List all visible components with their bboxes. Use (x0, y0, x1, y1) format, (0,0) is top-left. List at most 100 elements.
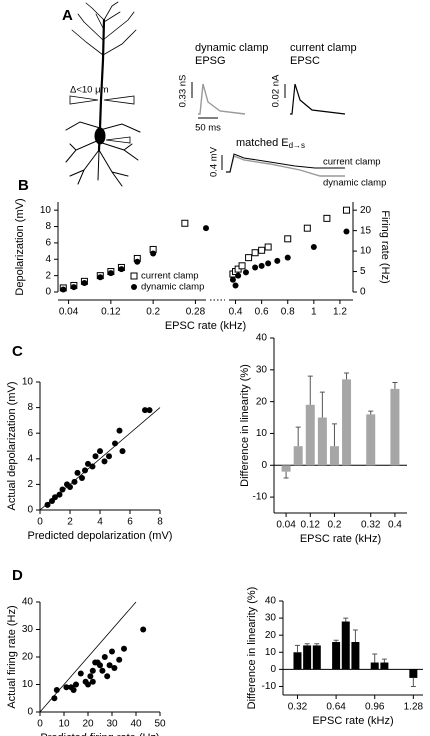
y-tick-label: 0 (270, 664, 276, 675)
point (251, 249, 259, 257)
y-tick-label: 0 (261, 460, 267, 471)
legend-label: dynamic clamp (141, 282, 204, 293)
bar (293, 446, 303, 466)
bar (293, 652, 302, 670)
point (252, 264, 259, 271)
point (264, 243, 272, 251)
x-tick-label: 0.64 (326, 702, 346, 713)
point (81, 280, 88, 286)
point (85, 681, 91, 688)
y2-axis-label: Firing rate (Hz) (379, 210, 391, 283)
y-tick-label: 8 (45, 221, 51, 232)
x-axis-label: Predicted depolarization (mV) (28, 530, 173, 542)
trace-label: current clamp (323, 157, 381, 168)
x-tick-label: 0.32 (361, 520, 381, 531)
panel-letter: A (62, 7, 73, 24)
trace-label: dynamic clamp (323, 178, 386, 189)
y-tick-label: 30 (22, 624, 34, 635)
x-tick-label: 8 (157, 517, 163, 528)
bar (341, 621, 350, 670)
bar (332, 642, 341, 670)
x-tick-label: 40 (130, 719, 142, 730)
point (63, 684, 70, 691)
point (104, 673, 111, 680)
point (52, 494, 58, 501)
y-axis-label: Difference in linearity (%) (239, 364, 251, 487)
panel-letter: D (12, 567, 23, 584)
point (232, 282, 239, 289)
x-tick-label: 30 (106, 719, 118, 730)
x-tick-label: 50 (154, 719, 166, 730)
scale-label: 0.33 nS (178, 75, 189, 108)
point (77, 670, 84, 677)
bar (312, 645, 321, 670)
point (242, 269, 249, 276)
error-bar (352, 629, 358, 643)
x-axis-label: EPSC rate (kHz) (312, 715, 393, 727)
x-tick-label: 0.28 (186, 307, 206, 318)
identity-line (39, 601, 137, 713)
y-axis-label: Difference in linearity (%) (246, 587, 258, 710)
x-tick-label: 1.2 (333, 307, 347, 318)
point (150, 250, 157, 257)
point (181, 219, 189, 227)
y-tick-label: 0 (27, 505, 33, 516)
bar (366, 414, 376, 466)
error-bar (295, 426, 301, 447)
bar (305, 404, 315, 466)
x-tick-label: 0.4 (388, 520, 402, 531)
scale-label: 0.4 mV (209, 146, 220, 177)
trace-title: EPSC (290, 55, 320, 67)
point (82, 467, 88, 474)
scale-label: 50 ms (195, 123, 221, 134)
y2-tick-label: 5 (360, 266, 366, 277)
x-tick-label: 0.04 (276, 520, 296, 531)
y-tick-label: 30 (265, 613, 277, 624)
point (342, 206, 350, 214)
point (303, 224, 311, 232)
point (89, 463, 96, 470)
point (343, 228, 350, 235)
y-tick-label: 10 (256, 428, 268, 439)
error-bar (283, 471, 289, 479)
point (142, 407, 148, 414)
y-tick-label: 8 (27, 402, 33, 413)
legend-marker (131, 284, 137, 290)
point (140, 626, 147, 633)
point (119, 448, 126, 455)
x-tick-label: 0.8 (281, 307, 295, 318)
trace-title: matched Ed→s (236, 137, 305, 150)
point (111, 665, 118, 671)
x-axis-label: EPSC rate (kHz) (300, 533, 381, 545)
x-tick-label: 0.6 (255, 307, 269, 318)
x-tick-label: 0.2 (146, 307, 160, 318)
legend-marker (130, 272, 138, 280)
bar (329, 446, 339, 466)
error-bar (410, 677, 416, 687)
y-tick-label: 40 (256, 333, 268, 344)
point (70, 687, 77, 693)
current-trace (226, 153, 345, 173)
point (99, 667, 106, 674)
bar (317, 417, 327, 466)
point (101, 654, 108, 660)
y-axis-label: Depolarization (mV) (14, 198, 26, 295)
point (59, 486, 66, 493)
y-tick-label: -10 (262, 681, 277, 692)
y-tick-label: 40 (22, 597, 34, 608)
point (229, 276, 236, 283)
bar (370, 662, 379, 670)
point (245, 254, 253, 262)
point (121, 645, 127, 652)
error-bar (372, 653, 378, 663)
trace-title: EPSG (195, 55, 226, 67)
point (71, 478, 78, 485)
epsg-trace (198, 83, 246, 115)
point (89, 678, 96, 685)
point (85, 460, 91, 467)
x-tick-label: 0.32 (288, 702, 308, 713)
y-tick-label: 0 (27, 707, 33, 718)
point (274, 257, 281, 264)
bar (351, 642, 360, 670)
